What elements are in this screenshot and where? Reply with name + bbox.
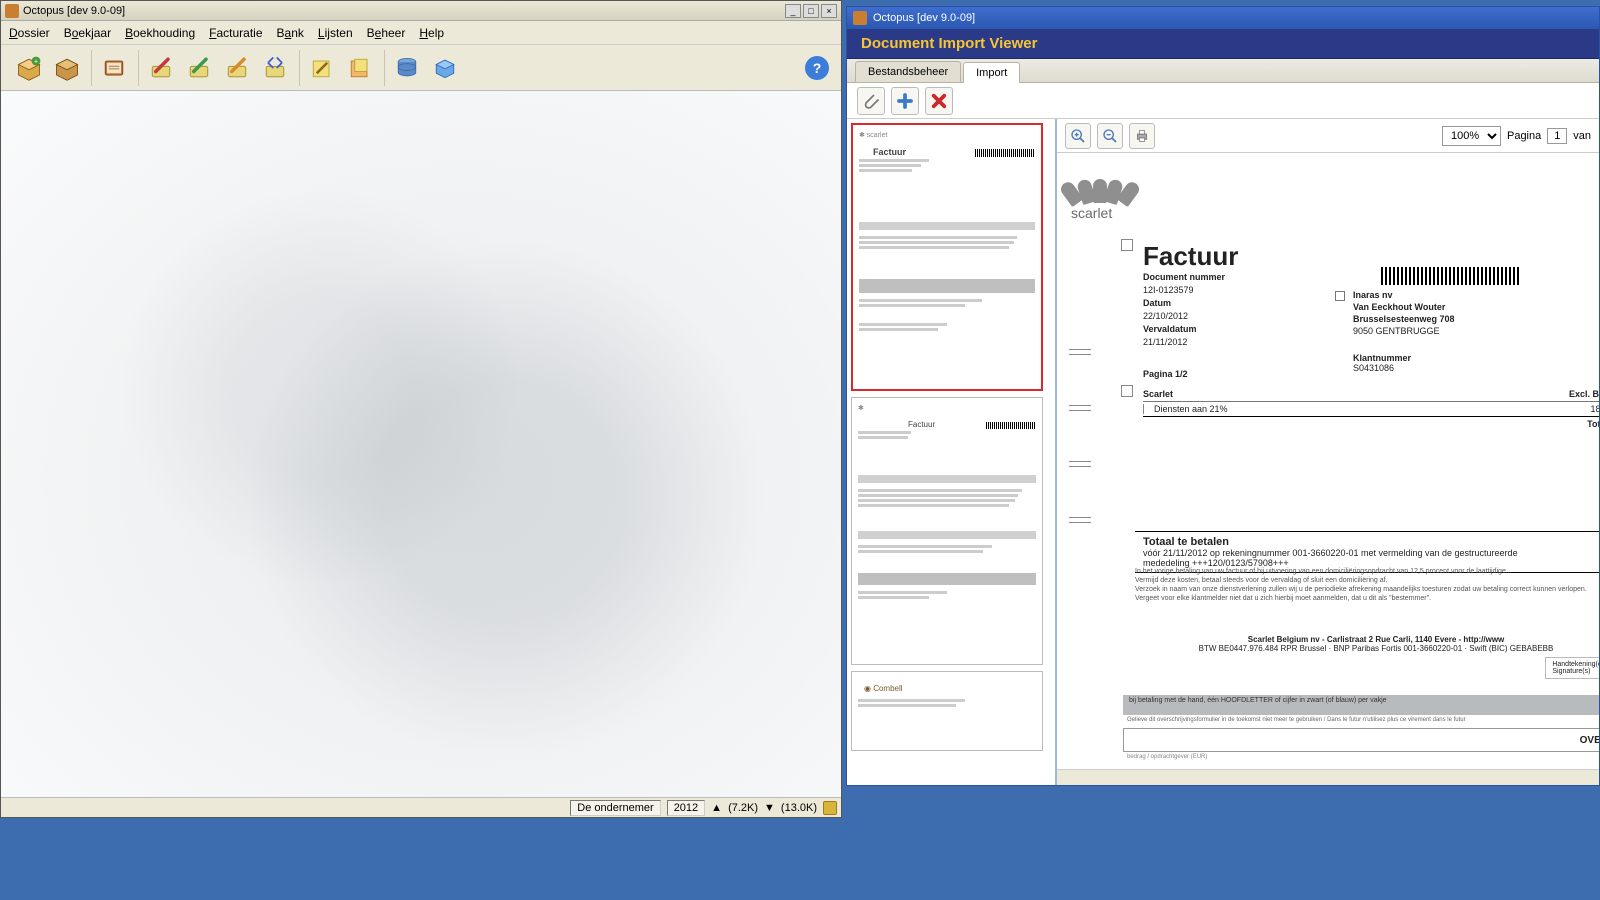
document-viewport[interactable]: scarlet Factuur Document nummer 12I-0123… [1057, 153, 1599, 769]
toolbar-pen-green[interactable] [181, 50, 217, 86]
status-down: (13.0K) [781, 802, 817, 814]
document-page: scarlet Factuur Document nummer 12I-0123… [1063, 159, 1599, 769]
barcode [1381, 267, 1521, 285]
doc-title: Factuur [1143, 241, 1238, 272]
print-button[interactable] [1129, 123, 1155, 149]
status-up-icon: ▲ [711, 802, 722, 814]
viewer-title: Octopus [dev 9.0-09] [873, 12, 975, 24]
checkbox-marker [1121, 239, 1133, 251]
main-window: Octopus [dev 9.0-09] _ □ × Dossier Boekj… [0, 0, 842, 818]
page-input[interactable] [1547, 128, 1567, 144]
status-down-icon: ▼ [764, 802, 775, 814]
viewer-app-icon [853, 11, 867, 25]
minimize-button[interactable]: _ [785, 4, 801, 18]
preview-toolbar: 100% Pagina van [1057, 119, 1599, 153]
status-company: De ondernemer [570, 800, 660, 816]
toolbar-ledger[interactable] [96, 50, 132, 86]
toolbar-pen-orange[interactable] [219, 50, 255, 86]
doc-klant: Klantnummer S0431086 [1353, 353, 1411, 373]
toolbar-note-yellow[interactable] [304, 50, 340, 86]
menubar: Dossier Boekjaar Boekhouding Facturatie … [1, 21, 841, 45]
lock-icon[interactable] [823, 801, 837, 815]
page-label: Pagina [1507, 130, 1541, 142]
maximize-button[interactable]: □ [803, 4, 819, 18]
viewer-titlebar[interactable]: Octopus [dev 9.0-09] [847, 7, 1599, 29]
vendor-logo: scarlet [1071, 167, 1127, 221]
action-attach[interactable] [857, 87, 885, 115]
doc-fineprint: In het vorige betaling van uw factuur of… [1135, 567, 1599, 603]
menu-beheer[interactable]: Beheer [367, 26, 406, 40]
slip-instruction: bij betaling met de hand, één HOOFDLETTE… [1123, 695, 1599, 715]
vendor-name: scarlet [1071, 205, 1127, 221]
doc-meta: Document nummer 12I-0123579 Datum 22/10/… [1143, 271, 1225, 349]
thumbnail-3[interactable]: ◉ Combell [851, 671, 1043, 751]
horizontal-scrollbar[interactable] [1057, 769, 1599, 785]
statusbar: De ondernemer 2012 ▲ (7.2K) ▼ (13.0K) [1, 797, 841, 817]
status-year[interactable]: 2012 [667, 800, 705, 816]
toolbar-new-box[interactable]: + [11, 50, 47, 86]
viewer-tabs: Bestandsbeheer Import [847, 59, 1599, 83]
viewer-body: ✱ scarlet Factuur ✱ Factuur [847, 119, 1599, 785]
doc-footer: Scarlet Belgium nv - Carlistraat 2 Rue C… [1135, 635, 1599, 653]
status-up: (7.2K) [728, 802, 758, 814]
viewer-window: Octopus [dev 9.0-09] Document Import Vie… [846, 6, 1600, 786]
fold-markers [1069, 349, 1091, 523]
menu-dossier[interactable]: Dossier [9, 26, 50, 40]
thumbnail-list[interactable]: ✱ scarlet Factuur ✱ Factuur [847, 119, 1057, 785]
menu-facturatie[interactable]: Facturatie [209, 26, 262, 40]
toolbar-database[interactable] [389, 50, 425, 86]
doc-address: Inaras nv Van Eeckhout Wouter Brusselses… [1353, 289, 1455, 337]
doc-lines: ScarletExcl. BTW Diensten aan 21%185,0 T… [1143, 389, 1599, 429]
toolbar: + ? [1, 45, 841, 91]
doc-handteken: Handtekening(en)Signature(s) [1545, 657, 1599, 679]
menu-bank[interactable]: Bank [277, 26, 304, 40]
toolbar-pen-red[interactable] [143, 50, 179, 86]
zoom-out-button[interactable] [1097, 123, 1123, 149]
tab-bestandsbeheer[interactable]: Bestandsbeheer [855, 61, 961, 82]
toolbar-cube-blue[interactable] [427, 50, 463, 86]
workspace [1, 91, 841, 797]
main-titlebar[interactable]: Octopus [dev 9.0-09] _ □ × [1, 1, 841, 21]
page-of-label: van [1573, 130, 1591, 142]
preview-pane: 100% Pagina van scarlet Factuur Documen [1057, 119, 1599, 785]
action-add[interactable] [891, 87, 919, 115]
checkbox-marker-2 [1121, 385, 1133, 397]
toolbar-pen-swap[interactable] [257, 50, 293, 86]
viewer-actions [847, 83, 1599, 119]
payment-slip: bij betaling met de hand, één HOOFDLETTE… [1123, 695, 1599, 762]
slip-amount-box: OVER [1123, 728, 1599, 752]
main-title: Octopus [dev 9.0-09] [23, 5, 785, 17]
menu-help[interactable]: Help [419, 26, 444, 40]
tab-import[interactable]: Import [963, 62, 1020, 83]
zoom-in-button[interactable] [1065, 123, 1091, 149]
menu-lijsten[interactable]: Lijsten [318, 26, 353, 40]
thumbnail-1[interactable]: ✱ scarlet Factuur [851, 123, 1043, 391]
toolbar-note-orange[interactable] [342, 50, 378, 86]
action-delete[interactable] [925, 87, 953, 115]
viewer-header: Document Import Viewer [847, 29, 1599, 59]
menu-boekjaar[interactable]: Boekjaar [64, 26, 111, 40]
zoom-select[interactable]: 100% [1442, 126, 1501, 146]
addr-marker [1335, 291, 1345, 301]
thumbnail-2[interactable]: ✱ Factuur [851, 397, 1043, 665]
app-icon [5, 4, 19, 18]
menu-boekhouding[interactable]: Boekhouding [125, 26, 195, 40]
help-button[interactable]: ? [805, 56, 829, 80]
doc-pagina: Pagina 1/2 [1143, 369, 1188, 379]
close-button[interactable]: × [821, 4, 837, 18]
svg-text:+: + [34, 58, 38, 65]
toolbar-box[interactable] [49, 50, 85, 86]
